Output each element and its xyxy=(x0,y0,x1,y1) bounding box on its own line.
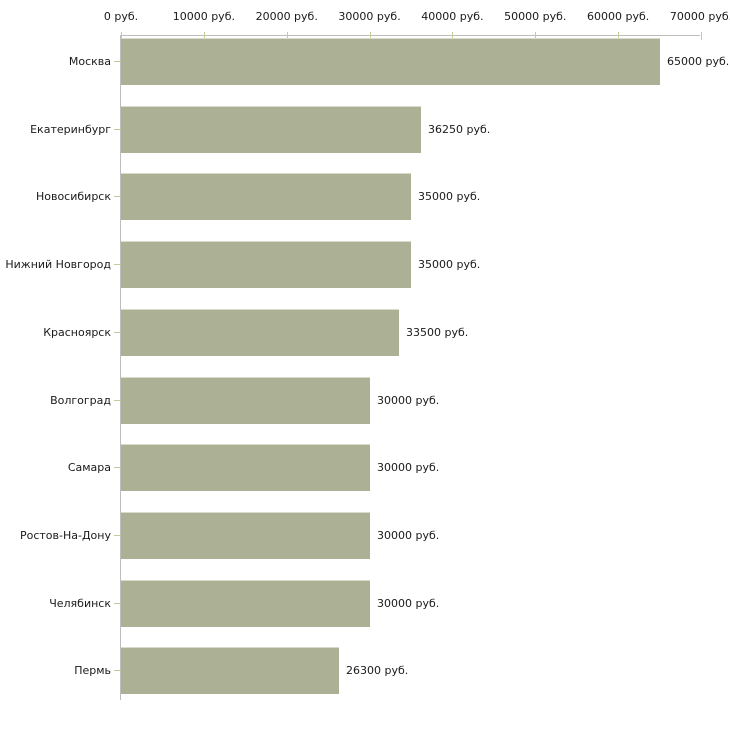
value-label: 35000 руб. xyxy=(418,258,481,272)
y-axis-tick xyxy=(114,264,121,266)
x-axis-tick xyxy=(121,32,122,40)
y-axis-tick xyxy=(114,534,121,536)
x-axis-tick-label: 10000 руб. xyxy=(172,10,235,23)
bar-row: Екатеринбург 36250 руб. xyxy=(30,105,701,153)
category-label: Самара xyxy=(67,461,111,475)
y-axis-tick xyxy=(114,670,121,672)
bar xyxy=(121,579,370,627)
value-label: 30000 руб. xyxy=(377,528,440,542)
category-label: Пермь xyxy=(74,664,111,678)
x-axis-tick xyxy=(618,32,620,40)
category-label: Красноярск xyxy=(43,325,111,339)
value-label: 33500 руб. xyxy=(406,325,469,339)
category-label: Волгоград xyxy=(50,393,111,407)
bar xyxy=(121,38,660,85)
x-axis-tick-label: 60000 руб. xyxy=(587,10,650,23)
y-axis-tick xyxy=(114,467,121,469)
x-axis-tick xyxy=(369,32,371,40)
bar-row: Красноярск 33500 руб. xyxy=(43,308,701,356)
plot-area: 0 руб. 10000 руб. 20000 руб. 30000 руб. 4000… xyxy=(5,10,730,700)
value-label: 30000 руб. xyxy=(377,393,440,407)
bar xyxy=(121,376,370,424)
bar-row: Самара 30000 руб. xyxy=(68,444,701,492)
bar xyxy=(121,241,411,289)
value-label: 65000 руб. xyxy=(667,55,730,68)
bar-row: Москва 65000 руб. xyxy=(69,38,729,85)
value-label: 36250 руб. xyxy=(428,122,491,136)
category-label: Москва xyxy=(68,55,111,68)
y-axis-tick xyxy=(114,61,121,62)
category-label: Нижний Новгород xyxy=(5,258,111,272)
bar xyxy=(121,511,370,559)
bar-row: Нижний Новгород 35000 руб. xyxy=(5,241,701,289)
y-axis-tick xyxy=(114,602,121,604)
bar xyxy=(121,173,411,221)
bar-row: Волгоград 30000 руб. xyxy=(50,376,701,424)
bar-row: Новосибирск 35000 руб. xyxy=(36,173,701,221)
bar xyxy=(121,444,370,492)
bar-row: Ростов-На-Дону 30000 руб. xyxy=(20,511,701,559)
value-label: 30000 руб. xyxy=(377,461,440,475)
x-axis-tick-label: 50000 руб. xyxy=(504,10,567,23)
category-label: Новосибирск xyxy=(35,190,111,204)
x-axis-tick-label: 30000 руб. xyxy=(338,10,401,23)
category-label: Ростов-На-Дону xyxy=(19,528,111,542)
x-axis-tick-label: 20000 руб. xyxy=(255,10,318,23)
bar-row: Челябинск 30000 руб. xyxy=(49,579,701,627)
bar xyxy=(121,308,399,356)
value-label: 30000 руб. xyxy=(377,596,440,610)
category-label: Екатеринбург xyxy=(30,122,111,136)
bar-row: Пермь 26300 руб. xyxy=(74,647,701,695)
value-label: 26300 руб. xyxy=(346,664,409,678)
x-axis-tick-label: 0 руб. xyxy=(103,10,139,23)
y-axis-tick xyxy=(114,331,121,333)
category-label: Челябинск xyxy=(49,596,111,610)
y-axis-tick xyxy=(114,399,121,401)
x-axis-tick xyxy=(286,32,288,40)
y-axis-tick xyxy=(114,196,121,198)
x-axis-tick xyxy=(535,32,537,40)
x-axis-tick xyxy=(701,32,702,40)
value-label: 35000 руб. xyxy=(418,190,481,204)
x-axis-tick-label: 70000 руб. xyxy=(669,10,730,23)
x-axis-tick xyxy=(452,32,454,40)
x-axis-tick xyxy=(203,32,205,40)
bar xyxy=(121,647,339,695)
x-axis-tick-label: 40000 руб. xyxy=(421,10,484,23)
bar xyxy=(121,105,421,153)
y-axis-tick xyxy=(114,128,121,130)
